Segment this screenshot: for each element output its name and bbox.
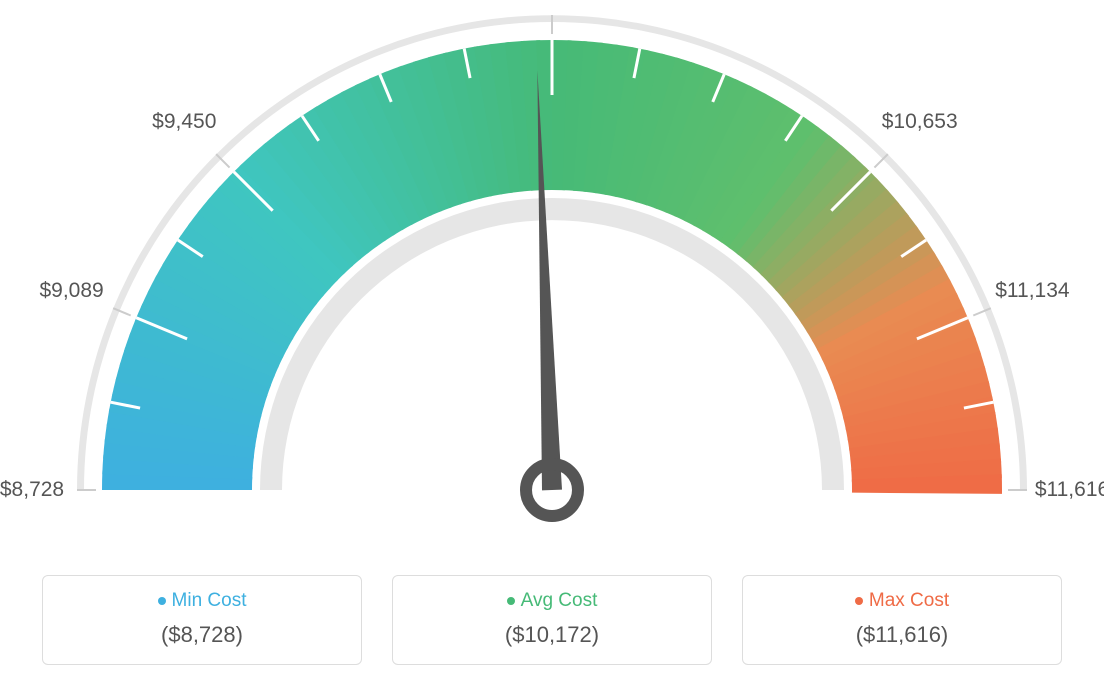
summary-row: Min Cost ($8,728) Avg Cost ($10,172) Max… <box>0 575 1104 665</box>
summary-card-avg: Avg Cost ($10,172) <box>392 575 712 665</box>
gauge-tick-label: $8,728 <box>0 478 64 502</box>
gauge-tick-label: $10,653 <box>882 110 958 134</box>
dot-icon <box>158 597 166 605</box>
gauge-tick-label: $9,089 <box>39 279 103 303</box>
gauge-tick-label: $11,134 <box>995 279 1069 303</box>
summary-card-max: Max Cost ($11,616) <box>742 575 1062 665</box>
summary-title-label: Max Cost <box>869 590 949 611</box>
summary-title-avg: Avg Cost <box>403 590 701 612</box>
summary-title-label: Min Cost <box>172 590 247 611</box>
dot-icon <box>855 597 863 605</box>
summary-title-max: Max Cost <box>753 590 1051 612</box>
gauge-tick-label: $11,616 <box>1035 478 1104 502</box>
summary-card-min: Min Cost ($8,728) <box>42 575 362 665</box>
dot-icon <box>507 597 515 605</box>
summary-title-label: Avg Cost <box>521 590 598 611</box>
gauge-tick-label: $9,450 <box>152 110 216 134</box>
summary-value-avg: ($10,172) <box>403 622 701 648</box>
summary-title-min: Min Cost <box>53 590 351 612</box>
summary-value-max: ($11,616) <box>753 622 1051 648</box>
gauge-svg <box>0 0 1104 540</box>
gauge-chart: $8,728$9,089$9,450$10,172$10,653$11,134$… <box>0 0 1104 540</box>
summary-value-min: ($8,728) <box>53 622 351 648</box>
